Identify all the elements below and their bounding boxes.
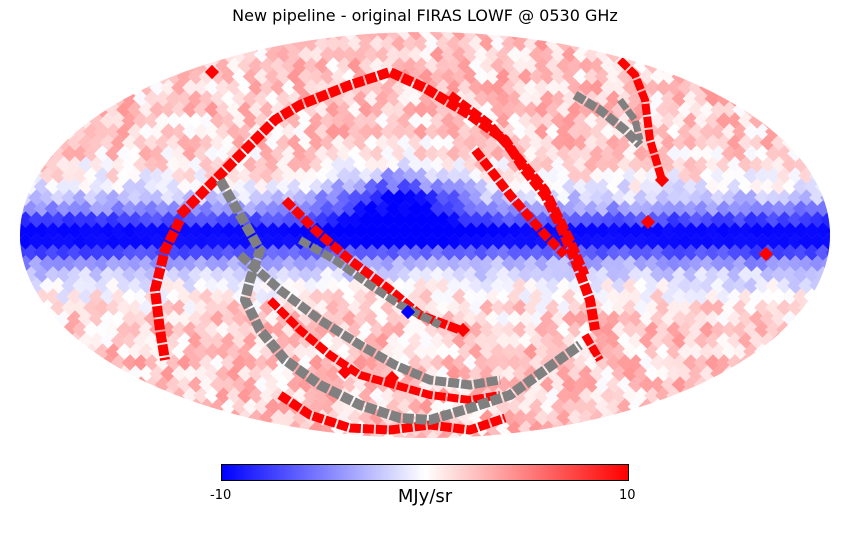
sky-pixel: [55, 332, 73, 349]
saturated-stripe-2: [447, 91, 590, 277]
sky-pixel: [748, 354, 766, 371]
sky-pixel: [20, 189, 23, 206]
sky-pixel: [369, 431, 386, 438]
colorbar-min-tick: -10: [210, 488, 232, 503]
sky-pixel: [660, 398, 678, 415]
sky-pixel: [402, 431, 419, 438]
sky-pixel: [792, 134, 810, 151]
masked-stripe-13: [617, 97, 644, 141]
sky-pixel: [33, 310, 51, 327]
saturated-stripe-8: [581, 332, 604, 363]
sky-pixel: [99, 90, 117, 107]
sky-pixel: [468, 431, 485, 438]
sky-pixel: [814, 288, 830, 305]
sky-pixel: [528, 32, 546, 41]
sky-pixel: [820, 167, 830, 184]
sky-pixels: [1, 32, 848, 438]
sky-pixel: [308, 32, 326, 41]
sky-pixel: [204, 409, 221, 426]
outlier-pixel: [384, 370, 400, 386]
sky-pixel: [825, 178, 830, 195]
saturated-stripe-7: [617, 57, 666, 182]
sky-pixel: [391, 431, 408, 438]
sky-pixel: [22, 156, 40, 173]
sky-pixel: [325, 431, 342, 438]
sky-pixel: [28, 299, 45, 316]
sky-pixel: [83, 101, 100, 118]
colorbar: [221, 464, 629, 481]
sky-pixel: [589, 35, 606, 52]
sky-pixel: [314, 431, 331, 438]
sky-pixel: [825, 200, 830, 217]
sky-pixel: [512, 431, 529, 438]
sky-pixel: [358, 431, 375, 438]
colorbar-label: MJy/sr: [397, 486, 453, 507]
sky-pixel: [754, 101, 771, 118]
sky-pixel: [831, 255, 848, 272]
sky-pixel: [176, 398, 194, 415]
sky-pixel: [457, 431, 474, 438]
sky-pixel: [66, 112, 84, 129]
saturated-stripe-6: [267, 297, 501, 404]
sky-pixel: [781, 332, 799, 349]
sky-pixel: [831, 233, 848, 250]
chart-title: New pipeline - original FIRAS LOWF @ 053…: [232, 6, 618, 25]
colorbar-max-tick: 10: [619, 488, 636, 503]
outlier-pixel: [400, 304, 416, 320]
outlier-pixel: [455, 322, 471, 338]
sky-pixel: [622, 409, 639, 426]
sky-pixel: [20, 178, 29, 195]
outlier-pixel: [337, 364, 353, 380]
sky-pixel: [825, 266, 830, 283]
sky-pixel: [253, 420, 271, 437]
scan-stripes: [150, 57, 774, 435]
sky-pixel: [583, 420, 601, 437]
sky-pixel: [380, 431, 397, 438]
sky-pixel: [435, 431, 452, 438]
sky-pixel: [1, 200, 18, 217]
sky-pixel: [765, 343, 782, 360]
sky-pixel: [688, 387, 705, 404]
sky-pixel: [787, 321, 804, 338]
sky-pixel: [20, 255, 23, 272]
outlier-pixel: [758, 246, 774, 262]
masked-stripe-10: [237, 251, 501, 390]
sky-pixel: [20, 167, 34, 184]
sky-pixel: [20, 211, 23, 228]
masked-stripe-9: [215, 177, 583, 425]
outlier-pixel: [640, 214, 656, 230]
sky-pixel: [809, 299, 826, 316]
sky-pixel: [121, 376, 139, 393]
sky-pixel: [523, 431, 540, 438]
sky-pixel: [1, 244, 18, 261]
sky-pixel: [413, 431, 430, 438]
sky-pixel: [446, 431, 463, 438]
sky-pixel: [424, 431, 441, 438]
saturated-stripe-3: [471, 147, 569, 259]
sky-pixel: [831, 211, 848, 228]
sky-pixel: [143, 68, 161, 85]
outlier-pixel: [654, 172, 670, 188]
saturated-stripe-1: [150, 217, 185, 361]
saturated-stripe-5: [277, 391, 507, 435]
masked-stripe-12: [572, 91, 644, 149]
sky-pixel: [820, 277, 830, 294]
sky-pixel: [1, 222, 18, 239]
sky-pixel: [732, 365, 749, 382]
